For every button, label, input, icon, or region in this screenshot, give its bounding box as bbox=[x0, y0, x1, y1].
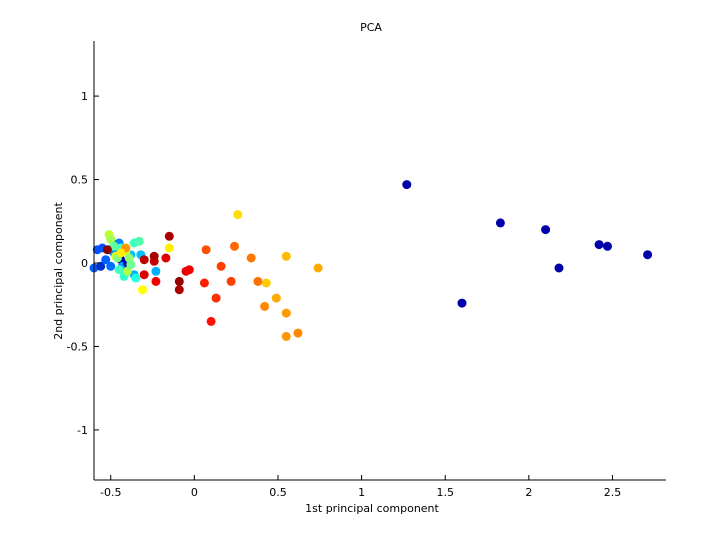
data-point bbox=[216, 261, 226, 271]
data-point bbox=[139, 255, 149, 265]
y-tick-label: 0 bbox=[81, 257, 88, 270]
data-point bbox=[541, 225, 551, 235]
x-tick-label: 0 bbox=[191, 486, 198, 499]
axes bbox=[93, 41, 666, 481]
data-point bbox=[246, 253, 256, 263]
x-tick-label: 0.5 bbox=[269, 486, 287, 499]
y-axis-label: 2nd principal component bbox=[52, 202, 65, 340]
y-tick-label: -0.5 bbox=[67, 340, 88, 353]
data-point bbox=[253, 276, 263, 286]
data-point bbox=[174, 285, 184, 295]
data-point bbox=[495, 218, 505, 228]
data-point bbox=[211, 293, 221, 303]
data-point bbox=[199, 278, 209, 288]
data-point bbox=[106, 261, 116, 271]
x-axis-ticks: -0.5 0 0.5 1 1.5 2 2.5 bbox=[100, 475, 621, 499]
data-point bbox=[126, 260, 136, 270]
data-point bbox=[643, 250, 653, 260]
data-point bbox=[206, 316, 216, 326]
data-point bbox=[271, 293, 281, 303]
data-point bbox=[554, 263, 564, 273]
data-point bbox=[149, 251, 159, 261]
data-point bbox=[281, 251, 291, 261]
x-tick-label: 1.5 bbox=[436, 486, 454, 499]
data-point bbox=[174, 276, 184, 286]
data-point bbox=[261, 278, 271, 288]
x-tick-label: 1 bbox=[358, 486, 365, 499]
data-point bbox=[457, 298, 467, 308]
data-point bbox=[131, 273, 141, 283]
data-point bbox=[603, 241, 612, 251]
data-point bbox=[138, 285, 147, 295]
y-tick-label: -1 bbox=[77, 424, 88, 437]
chart-title: PCA bbox=[360, 21, 382, 34]
data-point bbox=[102, 245, 112, 255]
x-tick-label: 2 bbox=[525, 486, 532, 499]
data-point bbox=[116, 248, 126, 258]
data-point bbox=[151, 276, 161, 286]
data-point bbox=[161, 253, 171, 263]
data-point bbox=[594, 240, 604, 250]
data-point bbox=[164, 231, 174, 241]
data-point bbox=[226, 276, 236, 286]
data-point bbox=[114, 265, 124, 275]
y-tick-label: 0.5 bbox=[71, 174, 89, 187]
data-point bbox=[164, 243, 174, 253]
data-points bbox=[89, 180, 653, 341]
x-axis-label: 1st principal component bbox=[305, 502, 439, 515]
data-point bbox=[201, 245, 211, 255]
data-point bbox=[151, 266, 161, 276]
y-axis-ticks: -1 -0.5 0 0.5 1 bbox=[67, 90, 99, 437]
data-point bbox=[281, 308, 291, 318]
data-point bbox=[96, 261, 106, 271]
x-tick-label: 2.5 bbox=[604, 486, 622, 499]
data-point bbox=[281, 331, 291, 341]
data-point bbox=[181, 266, 191, 276]
data-point bbox=[134, 236, 144, 246]
data-point bbox=[260, 301, 270, 311]
data-point bbox=[139, 270, 149, 280]
data-point bbox=[313, 263, 323, 273]
data-point bbox=[106, 235, 116, 245]
data-point bbox=[402, 180, 412, 190]
data-point bbox=[101, 255, 111, 265]
data-point bbox=[293, 328, 303, 338]
y-tick-label: 1 bbox=[81, 90, 88, 103]
x-tick-label: -0.5 bbox=[100, 486, 121, 499]
data-point bbox=[230, 241, 239, 251]
data-point bbox=[233, 210, 243, 220]
